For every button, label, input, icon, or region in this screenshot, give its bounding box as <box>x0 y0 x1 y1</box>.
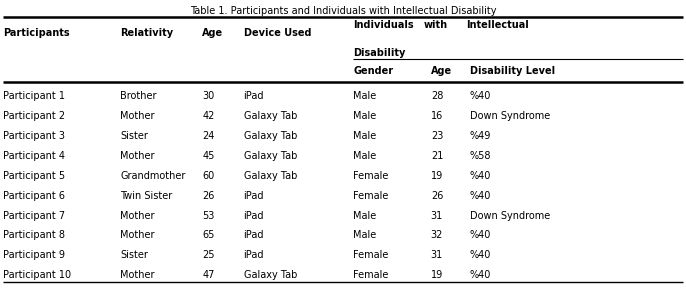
Text: %40: %40 <box>470 171 491 181</box>
Text: Gender: Gender <box>353 66 393 76</box>
Text: %40: %40 <box>470 230 491 240</box>
Text: Participants: Participants <box>3 28 70 38</box>
Text: Age: Age <box>431 66 452 76</box>
Text: Participant 9: Participant 9 <box>3 250 65 260</box>
Text: 21: 21 <box>431 151 443 161</box>
Text: Participant 4: Participant 4 <box>3 151 65 161</box>
Text: Down Syndrome: Down Syndrome <box>470 211 550 221</box>
Text: Female: Female <box>353 171 389 181</box>
Text: 26: 26 <box>202 191 215 201</box>
Text: Participant 2: Participant 2 <box>3 111 66 121</box>
Text: Disability Level: Disability Level <box>470 66 555 76</box>
Text: iPad: iPad <box>244 191 264 201</box>
Text: Male: Male <box>353 151 377 161</box>
Text: Galaxy Tab: Galaxy Tab <box>244 270 297 280</box>
Text: Individuals: Individuals <box>353 20 414 30</box>
Text: Male: Male <box>353 211 377 221</box>
Text: Male: Male <box>353 91 377 101</box>
Text: 60: 60 <box>202 171 215 181</box>
Text: Female: Female <box>353 270 389 280</box>
Text: 32: 32 <box>431 230 443 240</box>
Text: Participant 6: Participant 6 <box>3 191 65 201</box>
Text: 28: 28 <box>431 91 443 101</box>
Text: %40: %40 <box>470 250 491 260</box>
Text: Disability: Disability <box>353 48 405 58</box>
Text: 24: 24 <box>202 131 215 141</box>
Text: 26: 26 <box>431 191 443 201</box>
Text: 31: 31 <box>431 250 443 260</box>
Text: Mother: Mother <box>120 270 154 280</box>
Text: 65: 65 <box>202 230 215 240</box>
Text: Device Used: Device Used <box>244 28 311 38</box>
Text: %58: %58 <box>470 151 491 161</box>
Text: 31: 31 <box>431 211 443 221</box>
Text: 45: 45 <box>202 151 215 161</box>
Text: iPad: iPad <box>244 91 264 101</box>
Text: Participant 10: Participant 10 <box>3 270 71 280</box>
Text: Galaxy Tab: Galaxy Tab <box>244 171 297 181</box>
Text: with: with <box>424 20 448 30</box>
Text: Galaxy Tab: Galaxy Tab <box>244 111 297 121</box>
Text: Male: Male <box>353 111 377 121</box>
Text: 23: 23 <box>431 131 443 141</box>
Text: Male: Male <box>353 230 377 240</box>
Text: Participant 7: Participant 7 <box>3 211 66 221</box>
Text: Brother: Brother <box>120 91 156 101</box>
Text: Mother: Mother <box>120 111 154 121</box>
Text: Female: Female <box>353 250 389 260</box>
Text: iPad: iPad <box>244 230 264 240</box>
Text: Sister: Sister <box>120 131 148 141</box>
Text: 19: 19 <box>431 270 443 280</box>
Text: Galaxy Tab: Galaxy Tab <box>244 151 297 161</box>
Text: 19: 19 <box>431 171 443 181</box>
Text: Participant 8: Participant 8 <box>3 230 65 240</box>
Text: Grandmother: Grandmother <box>120 171 185 181</box>
Text: iPad: iPad <box>244 250 264 260</box>
Text: Galaxy Tab: Galaxy Tab <box>244 131 297 141</box>
Text: %40: %40 <box>470 270 491 280</box>
Text: Sister: Sister <box>120 250 148 260</box>
Text: %49: %49 <box>470 131 491 141</box>
Text: 16: 16 <box>431 111 443 121</box>
Text: Intellectual: Intellectual <box>466 20 529 30</box>
Text: Male: Male <box>353 131 377 141</box>
Text: iPad: iPad <box>244 211 264 221</box>
Text: 42: 42 <box>202 111 215 121</box>
Text: 30: 30 <box>202 91 215 101</box>
Text: 47: 47 <box>202 270 215 280</box>
Text: Table 1. Participants and Individuals with Intellectual Disability: Table 1. Participants and Individuals wi… <box>190 6 496 16</box>
Text: 53: 53 <box>202 211 215 221</box>
Text: Participant 1: Participant 1 <box>3 91 65 101</box>
Text: Mother: Mother <box>120 151 154 161</box>
Text: Mother: Mother <box>120 211 154 221</box>
Text: %40: %40 <box>470 191 491 201</box>
Text: Female: Female <box>353 191 389 201</box>
Text: Relativity: Relativity <box>120 28 173 38</box>
Text: Twin Sister: Twin Sister <box>120 191 172 201</box>
Text: %40: %40 <box>470 91 491 101</box>
Text: Down Syndrome: Down Syndrome <box>470 111 550 121</box>
Text: Age: Age <box>202 28 224 38</box>
Text: Mother: Mother <box>120 230 154 240</box>
Text: Participant 5: Participant 5 <box>3 171 66 181</box>
Text: 25: 25 <box>202 250 215 260</box>
Text: Participant 3: Participant 3 <box>3 131 65 141</box>
